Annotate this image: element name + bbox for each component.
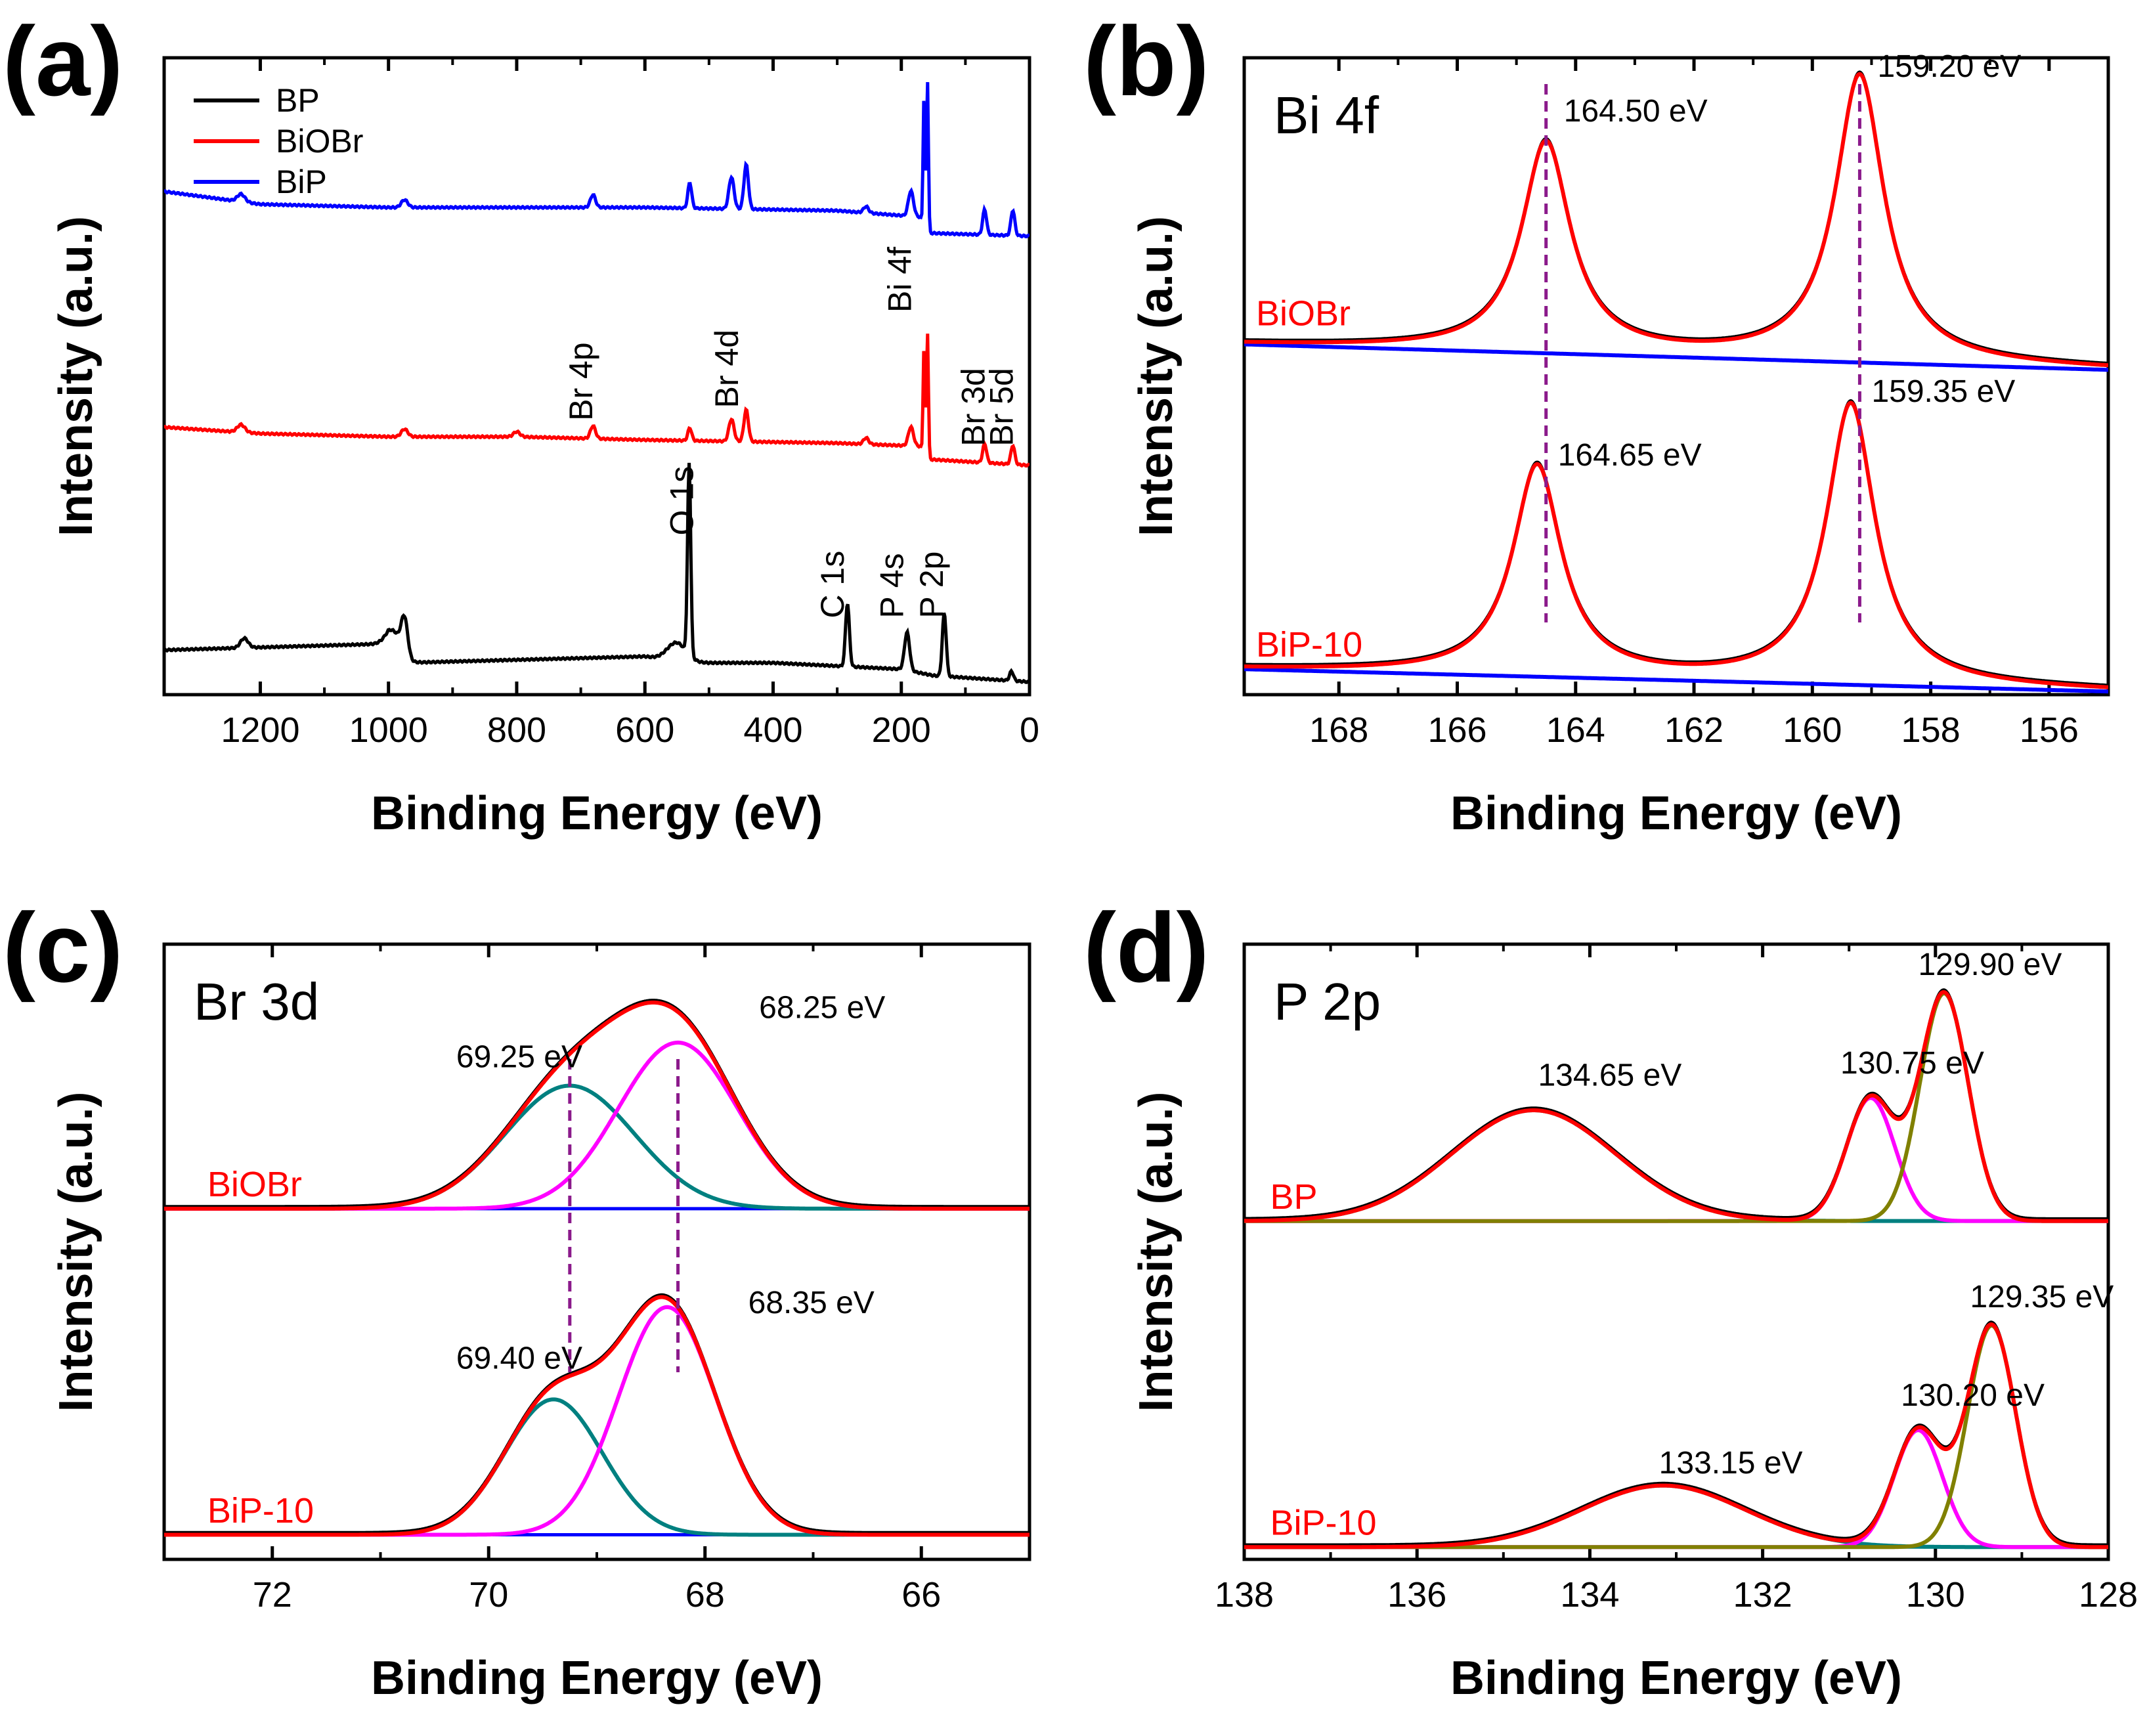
x-tick-label: 128 xyxy=(2079,1575,2138,1615)
peak-annotation: P 2p xyxy=(913,552,950,618)
peak-annotation: 130.20 eV xyxy=(1901,1378,2045,1413)
peak-annotation: Br 5d xyxy=(984,368,1020,446)
x-tick-label: 136 xyxy=(1387,1575,1446,1615)
x-tick-label: 166 xyxy=(1427,710,1486,750)
y-axis-title: Intensity (a.u.) xyxy=(50,1091,102,1412)
series-BP xyxy=(164,462,1030,684)
peak-annotation: 129.35 eV xyxy=(1970,1280,2114,1314)
x-tick-label: 200 xyxy=(872,710,931,750)
x-tick-label: 600 xyxy=(615,710,674,750)
plot-area xyxy=(164,82,1030,684)
peak-annotation: 68.25 eV xyxy=(759,990,885,1025)
peak-annotation: Br 4d xyxy=(708,330,745,408)
x-tick-label: 138 xyxy=(1215,1575,1274,1615)
peak-annotation: 159.35 eV xyxy=(1871,374,2015,409)
peak-annotation: 164.50 eV xyxy=(1564,94,1708,129)
series-BiOBr xyxy=(164,334,1030,468)
envelope-BP xyxy=(1244,990,2108,1223)
peak-annotation: P 4s xyxy=(874,553,911,618)
x-tick-label: 164 xyxy=(1546,710,1605,750)
panel-d: (d) 138 136 134 132 130 128 Binding Energy (eV)… xyxy=(1083,892,2138,1704)
series-label: BiOBr xyxy=(207,1165,302,1204)
peak-annotation: 130.75 eV xyxy=(1840,1046,1984,1081)
series-BiP xyxy=(164,82,1030,239)
plot-area xyxy=(1244,988,2108,1550)
x-tick-label: 72 xyxy=(253,1575,292,1615)
x-tick-label: 1200 xyxy=(221,710,299,750)
x-tick-label: 134 xyxy=(1560,1575,1619,1615)
panel-label: (a) xyxy=(3,6,123,116)
panel-title: Br 3d xyxy=(194,972,319,1031)
x-axis-title: Binding Energy (eV) xyxy=(371,787,823,840)
x-axis-title: Binding Energy (eV) xyxy=(1450,1652,1902,1704)
fit-envelope-BiP-10 xyxy=(1244,401,2108,689)
plot-area xyxy=(164,999,1030,1537)
x-tick-label: 0 xyxy=(1020,710,1039,750)
raw-data-BiOBr xyxy=(1244,70,2108,364)
panel-label: (b) xyxy=(1083,6,1209,116)
fit-envelope-BiOBr xyxy=(1244,72,2108,368)
series-label: BP xyxy=(1270,1177,1317,1217)
x-tick-label: 68 xyxy=(685,1575,725,1615)
peak-annotation: 134.65 eV xyxy=(1538,1058,1681,1093)
x-axis-title: Binding Energy (eV) xyxy=(1450,787,1902,840)
series-label: BiP-10 xyxy=(1256,625,1362,664)
panel-title: P 2p xyxy=(1274,972,1381,1031)
envelope-BiP-10 xyxy=(164,1295,1030,1537)
legend-label: BiOBr xyxy=(276,123,363,160)
x-tick-label: 156 xyxy=(2020,710,2079,750)
x-tick-label: 160 xyxy=(1783,710,1842,750)
peak-annotation: Br 3d xyxy=(955,368,992,446)
x-tick-label: 400 xyxy=(743,710,802,750)
y-axis-title: Intensity (a.u.) xyxy=(1130,216,1182,536)
panel-title: Bi 4f xyxy=(1274,86,1379,144)
series-label: BiP-10 xyxy=(207,1491,314,1530)
peak-annotation: 164.65 eV xyxy=(1558,438,1702,473)
peak-annotation: O 1s xyxy=(663,466,700,536)
x-tick-label: 132 xyxy=(1733,1575,1792,1615)
peak-annotation: C 1s xyxy=(814,551,851,618)
peak-annotation: 69.25 eV xyxy=(456,1039,582,1074)
peak-annotation: Bi 4f xyxy=(881,247,918,313)
peak-annotation: Br 4p xyxy=(563,342,599,421)
peak-annotation: 133.15 eV xyxy=(1659,1446,1803,1481)
panel-b: (b) 168 166 164 162 160 158 156 Binding Energy (… xyxy=(1083,6,2110,840)
x-tick-label: 168 xyxy=(1309,710,1368,750)
y-axis-title: Intensity (a.u.) xyxy=(1130,1091,1182,1412)
panel-label: (d) xyxy=(1083,892,1209,1003)
peak-annotation: 69.40 eV xyxy=(456,1341,582,1376)
panel-c: (c) 72 70 68 66 Binding Energy (eV) Intensity … xyxy=(3,892,1031,1704)
legend-label: BP xyxy=(276,82,320,119)
x-tick-label: 158 xyxy=(1901,710,1961,750)
plot-frame xyxy=(162,942,1031,1561)
x-tick-label: 162 xyxy=(1664,710,1724,750)
plot-frame xyxy=(162,56,1031,697)
envelope-BiOBr xyxy=(164,1000,1030,1211)
x-axis-title: Binding Energy (eV) xyxy=(371,1652,823,1704)
x-tick-label: 1000 xyxy=(349,710,428,750)
peak-annotation: 68.35 eV xyxy=(748,1286,875,1320)
plot-frame xyxy=(1242,56,2110,697)
plot-area xyxy=(1244,70,2108,694)
x-tick-label: 800 xyxy=(487,710,546,750)
envelope-BiP-10 xyxy=(1244,1322,2108,1550)
peak-annotation: 129.90 eV xyxy=(1918,947,2062,982)
panel-label: (c) xyxy=(3,892,123,1003)
legend-label: BiP xyxy=(276,163,327,200)
background-BiP-10 xyxy=(1244,667,2108,694)
peak-annotation: 159.20 eV xyxy=(1877,49,2021,84)
x-tick-label: 70 xyxy=(469,1575,508,1615)
panel-a: (a) 1200 1000 800 600 400 200 0 Binding Energy (… xyxy=(3,6,1039,840)
y-axis-title: Intensity (a.u.) xyxy=(50,216,102,536)
raw-data-BiP-10 xyxy=(1244,399,2108,687)
x-tick-label: 66 xyxy=(901,1575,941,1615)
series-label: BiP-10 xyxy=(1270,1504,1376,1543)
background-BiOBr xyxy=(1244,342,2108,372)
series-label: BiOBr xyxy=(1256,293,1351,333)
x-tick-label: 130 xyxy=(1906,1575,1965,1615)
